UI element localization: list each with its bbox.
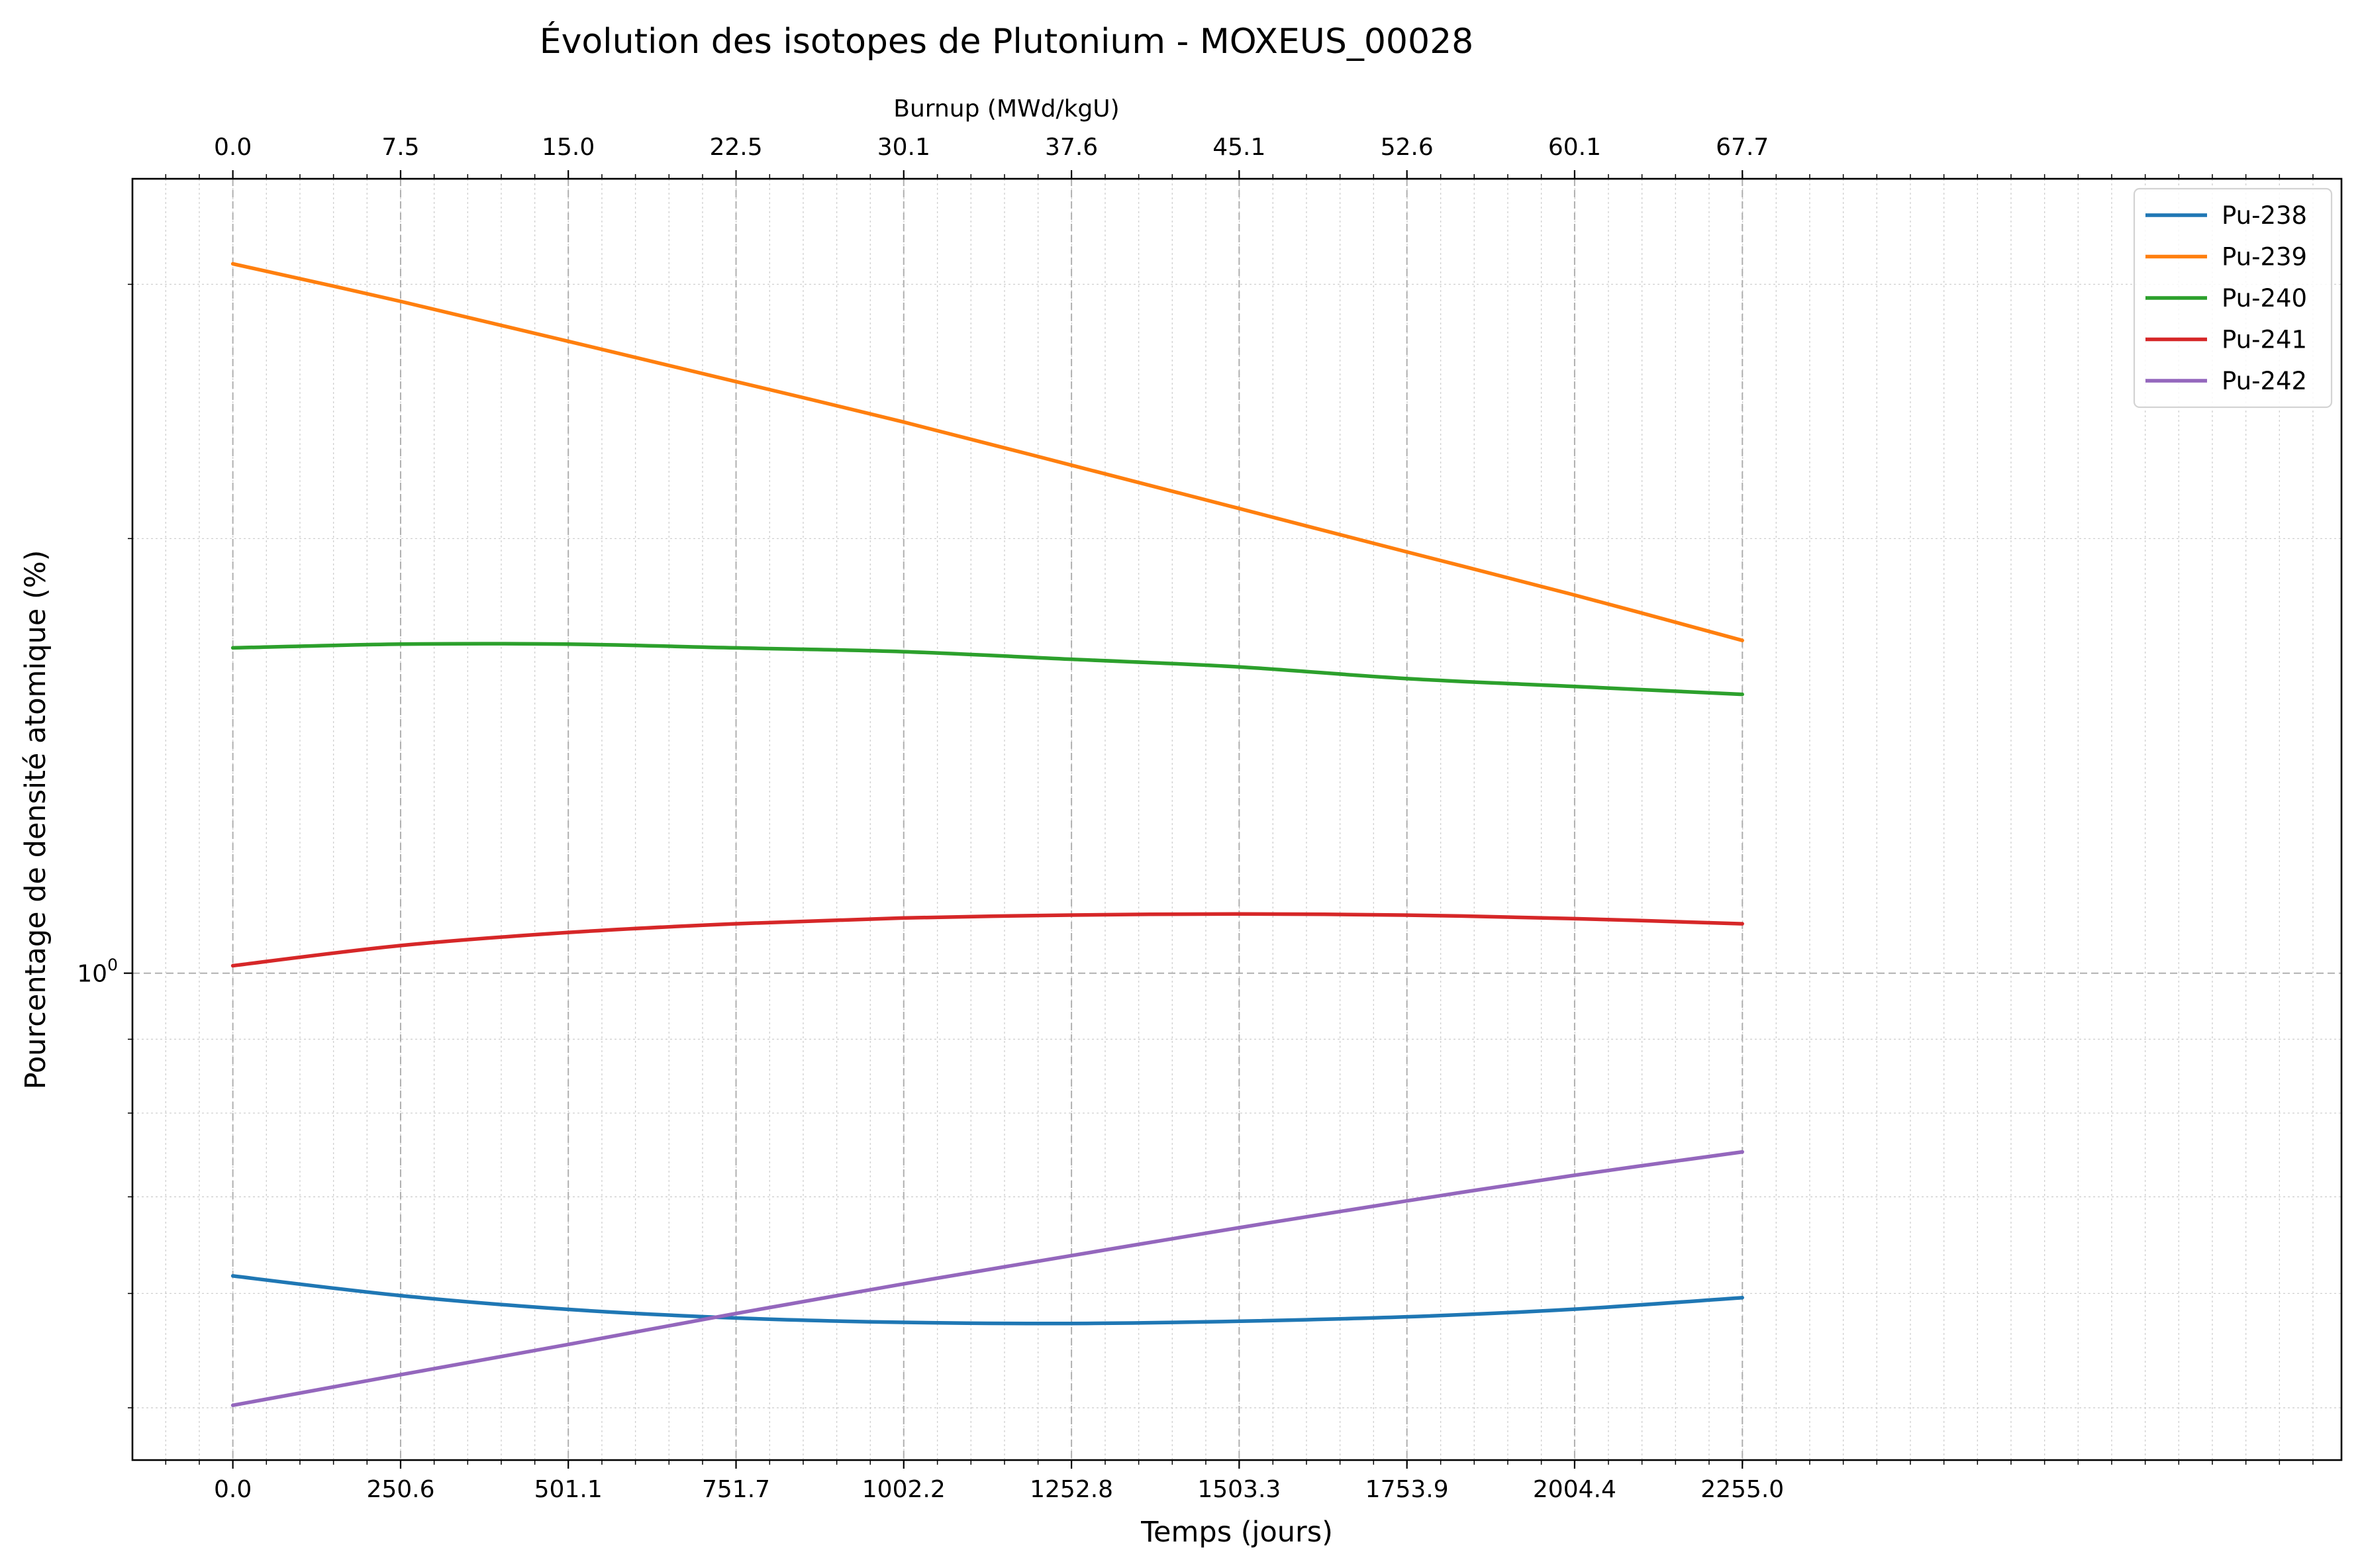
y-tick-exponent: 0	[107, 956, 118, 975]
legend-label-pu-239: Pu-239	[2222, 243, 2307, 271]
legend-label-pu-241: Pu-241	[2222, 326, 2307, 354]
top-x-tick-label: 45.1	[1212, 134, 1265, 161]
legend-label-pu-240: Pu-240	[2222, 284, 2307, 313]
plot-frame	[131, 177, 2343, 1461]
top-x-tick-label: 60.1	[1548, 134, 1601, 161]
x-tick-label: 2255.0	[1700, 1476, 1784, 1503]
top-x-tick-label: 22.5	[709, 134, 762, 161]
series-line-pu-241	[230, 912, 1744, 968]
legend-label-pu-242: Pu-242	[2222, 367, 2307, 395]
top-x-tick-label: 52.6	[1381, 134, 1434, 161]
top-axis-title: Burnup (MWd/kgU)	[893, 95, 1119, 122]
series-line-pu-238	[230, 1274, 1744, 1326]
x-tick-label: 1002.2	[862, 1476, 946, 1503]
x-tick-label: 751.7	[702, 1476, 770, 1503]
x-tick-label: 250.6	[366, 1476, 434, 1503]
legend: Pu-238 Pu-239 Pu-240 Pu-241 Pu-242	[2133, 187, 2333, 409]
top-x-tick-label: 67.7	[1716, 134, 1769, 161]
y-axis-title: Pourcentage de densité atomique (%)	[19, 550, 52, 1090]
series-line-pu-240	[230, 642, 1744, 697]
y-tick-base: 10	[77, 961, 107, 988]
chart-title: Évolution des isotopes de Plutonium - MO…	[540, 21, 1474, 62]
series-line-pu-239	[230, 262, 1744, 642]
x-tick-label: 1503.3	[1197, 1476, 1281, 1503]
x-axis-title: Temps (jours)	[1140, 1516, 1333, 1549]
x-tick-label: 0.0	[214, 1476, 252, 1503]
x-tick-label: 2004.4	[1533, 1476, 1616, 1503]
legend-box	[2133, 187, 2333, 409]
top-x-tick-label: 37.6	[1045, 134, 1098, 161]
top-x-tick-label: 15.0	[542, 134, 595, 161]
series-line-pu-242	[230, 1150, 1744, 1408]
legend-label-pu-238: Pu-238	[2222, 201, 2307, 230]
series-lines	[230, 262, 1744, 1408]
top-x-tick-label: 30.1	[877, 134, 930, 161]
grid	[132, 179, 2341, 1460]
x-tick-label: 501.1	[534, 1476, 603, 1503]
y-tick-label: 100	[77, 956, 118, 988]
x-tick-label: 1753.9	[1365, 1476, 1449, 1503]
x-tick-label: 1252.8	[1030, 1476, 1113, 1503]
top-x-tick-label: 0.0	[214, 134, 252, 161]
top-x-tick-label: 7.5	[381, 134, 419, 161]
